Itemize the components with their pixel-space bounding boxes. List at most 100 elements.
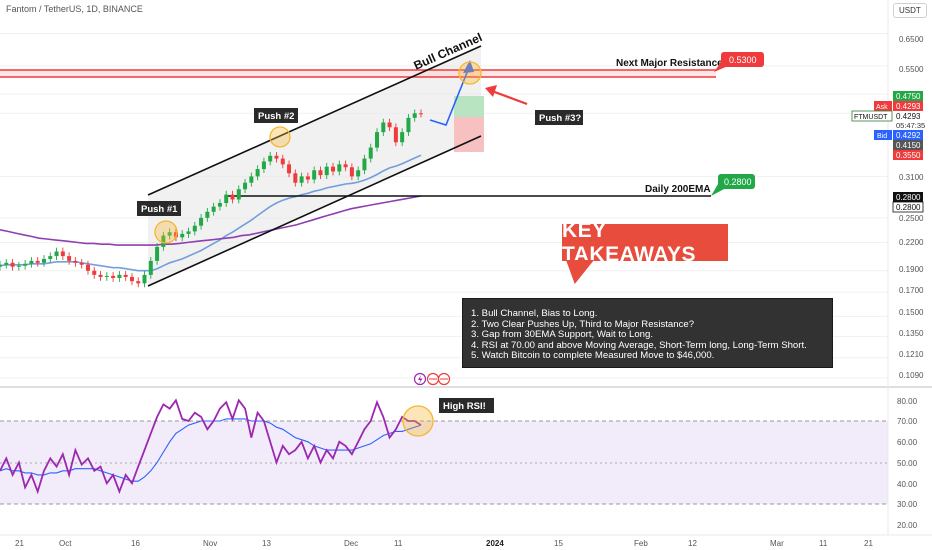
candle-body	[299, 176, 304, 183]
resistance-band	[0, 70, 716, 77]
channel-lower-line	[147, 135, 482, 287]
candle-body	[293, 173, 298, 183]
takeaway-item: 5. Watch Bitcoin to complete Measured Mo…	[471, 350, 715, 362]
push3-highlight	[458, 61, 482, 85]
countdown: 05:47:35	[896, 121, 925, 130]
candle-body	[167, 232, 172, 236]
time-tick: 11	[819, 539, 828, 548]
candle-body	[180, 233, 185, 238]
badge-4150-bg	[893, 140, 923, 150]
bid-tag: Bid	[877, 133, 887, 140]
time-tick: Nov	[203, 539, 217, 548]
candle-body	[60, 251, 65, 257]
ticker-tag: FTMUSDT	[854, 114, 888, 121]
badge-last-bg	[893, 111, 923, 121]
ema-price-tail	[711, 184, 726, 196]
ticker-tag-bg	[851, 110, 893, 122]
candle-body	[199, 217, 204, 226]
price-tick: 0.6500	[899, 35, 924, 44]
candle-body	[92, 270, 97, 275]
badge-ask-bg	[893, 101, 923, 111]
badge-4150: 0.4150	[896, 141, 921, 150]
push3-tag-bg	[535, 110, 583, 125]
candle-body	[205, 211, 210, 218]
bid-tag-bg	[874, 130, 892, 140]
candle-body	[337, 164, 342, 172]
resistance-price-bg	[721, 52, 764, 67]
high-rsi-tag: High RSI!	[443, 401, 486, 412]
takeaway-item: 2. Two Clear Pushes Up, Third to Major R…	[471, 318, 695, 330]
candle-body	[375, 132, 380, 148]
candles-group	[0, 109, 423, 288]
time-tick: 12	[688, 539, 697, 548]
candle-body	[305, 176, 310, 180]
push2-tag-bg	[254, 108, 298, 123]
time-tick: 15	[554, 539, 563, 548]
candle-body	[318, 170, 323, 176]
candle-body	[274, 155, 279, 159]
key-takeaways-title: KEY TAKEAWAYS	[562, 219, 728, 266]
badge-bid-bg	[893, 130, 923, 140]
channel-upper-line	[147, 45, 482, 196]
candle-body	[362, 158, 367, 171]
candle-body	[0, 264, 2, 267]
candle-body	[142, 274, 147, 284]
ema30-line	[0, 154, 422, 272]
time-tick: 21	[15, 539, 24, 548]
time-axis[interactable]: 21 Oct 16 Nov 13 Dec 11 2024 15 Feb 12 M…	[15, 539, 873, 548]
rsi-tick: 50.00	[897, 459, 918, 468]
ask-tag-bg	[874, 101, 892, 111]
rsi-scale[interactable]: 80.00 70.00 60.00 50.00 40.00 30.00 20.0…	[897, 397, 918, 530]
candle-body	[173, 232, 178, 238]
candle-body	[136, 281, 141, 284]
price-tick: 0.1090	[899, 371, 924, 380]
candle-body	[368, 147, 373, 159]
price-scale[interactable]: 0.6500 0.5500 0.3100 0.2500 0.2200 0.190…	[899, 35, 924, 380]
candle-body	[41, 258, 46, 263]
price-tick: 0.3100	[899, 173, 924, 182]
badge-2800a-bg	[893, 192, 923, 202]
candle-body	[287, 164, 292, 174]
candle-body	[29, 260, 34, 264]
candle-body	[67, 256, 72, 261]
candle-body	[23, 263, 28, 266]
resistance-price: 0.5300	[729, 55, 757, 65]
candle-body	[280, 158, 285, 165]
candle-body	[331, 166, 336, 172]
currency-selector[interactable]: USDT	[893, 3, 927, 18]
resistance-label: Next Major Resistance	[616, 58, 723, 69]
badge-3550: 0.3550	[896, 151, 921, 160]
candle-body	[236, 189, 241, 200]
resistance-price-tail	[714, 62, 728, 72]
takeaway-item: 1. Bull Channel, Bias to Long.	[471, 308, 598, 319]
bull-channel-fill	[148, 45, 481, 286]
candle-body	[73, 260, 78, 263]
rsi-line	[0, 398, 422, 495]
time-tick: 13	[262, 539, 271, 548]
candle-body	[356, 170, 361, 177]
ema200-label: Daily 200EMA	[645, 184, 711, 195]
push2-highlight	[269, 126, 291, 148]
candle-body	[381, 122, 386, 133]
candle-body	[230, 194, 235, 200]
price-tick: 0.5500	[899, 65, 924, 74]
candle-body	[268, 155, 273, 162]
candle-body	[117, 274, 122, 278]
candle-body	[16, 265, 21, 267]
candle-body	[349, 167, 354, 177]
price-tick: 0.1900	[899, 265, 924, 274]
badge-4750-bg	[893, 91, 923, 101]
candle-body	[161, 235, 166, 247]
price-tick: 0.1350	[899, 329, 924, 338]
badge-2800b-bg	[892, 201, 924, 213]
candle-body	[400, 132, 405, 143]
badge-ask: 0.4293	[896, 102, 921, 111]
rsi-tick: 80.00	[897, 397, 918, 406]
projection-arrowhead	[463, 60, 474, 73]
candle-body	[412, 113, 417, 118]
rsi-band	[0, 421, 888, 504]
badge-2800b: 0.2800	[896, 203, 921, 212]
high-rsi-tag-bg	[439, 398, 494, 413]
candle-body	[129, 276, 134, 282]
